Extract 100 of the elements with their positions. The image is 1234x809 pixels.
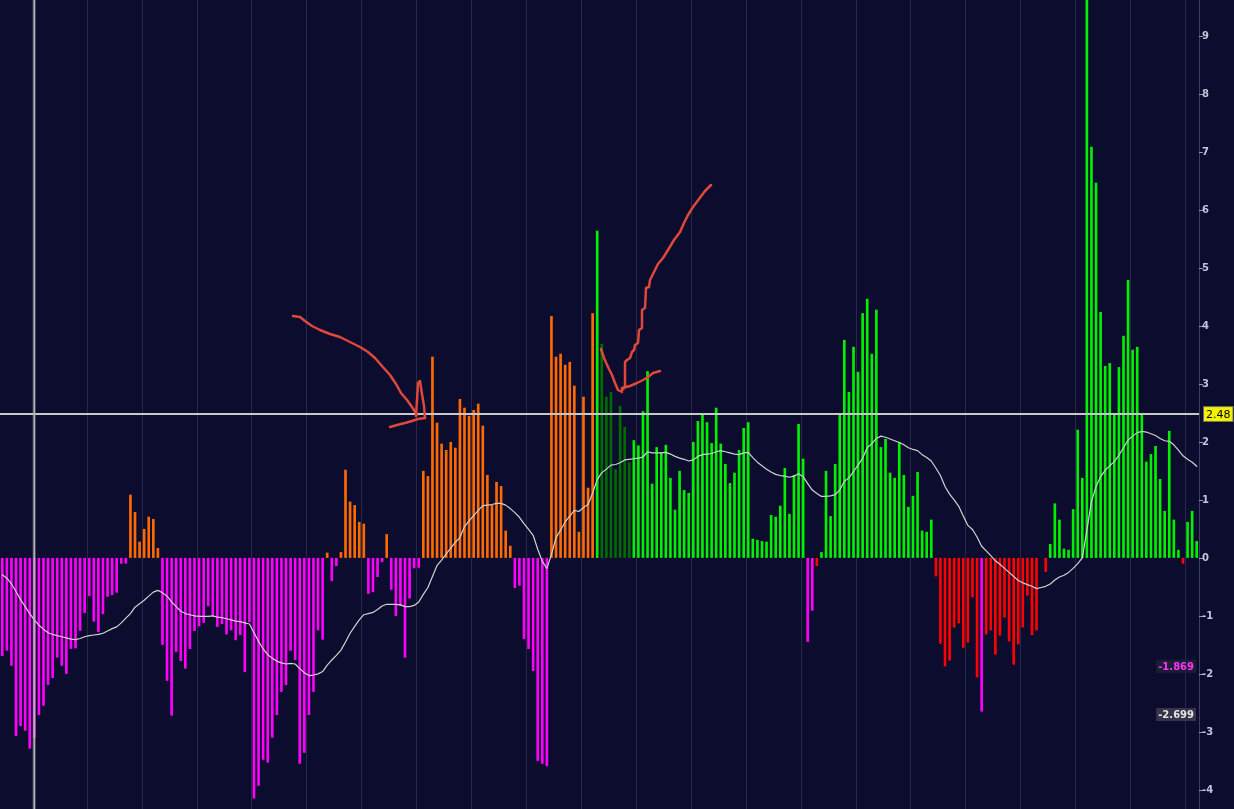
bar bbox=[257, 557, 260, 786]
bar bbox=[595, 230, 599, 558]
bar bbox=[861, 313, 864, 558]
bar bbox=[994, 557, 997, 655]
bar bbox=[948, 557, 951, 661]
bar bbox=[865, 298, 869, 558]
bar bbox=[788, 513, 791, 558]
bar bbox=[335, 557, 338, 567]
bar bbox=[1044, 557, 1048, 572]
bar bbox=[600, 343, 604, 558]
bar bbox=[42, 557, 45, 706]
y-tick-label: 0 bbox=[1202, 552, 1209, 564]
bar bbox=[691, 441, 695, 558]
bar bbox=[389, 557, 393, 590]
bar bbox=[486, 474, 489, 558]
bar bbox=[1186, 521, 1189, 558]
bar bbox=[248, 557, 251, 623]
bar bbox=[147, 516, 151, 558]
bar bbox=[312, 557, 315, 692]
bar bbox=[838, 414, 842, 558]
bar bbox=[431, 356, 434, 558]
bar bbox=[637, 445, 640, 558]
bar bbox=[971, 557, 974, 598]
bar bbox=[714, 407, 718, 558]
bar bbox=[710, 443, 713, 558]
bar bbox=[83, 557, 86, 613]
bar bbox=[984, 557, 988, 635]
bar bbox=[28, 557, 32, 749]
bar bbox=[540, 557, 544, 764]
bar bbox=[211, 557, 215, 616]
bar bbox=[1026, 557, 1029, 596]
bar bbox=[536, 557, 540, 761]
y-tick-label: -2 bbox=[1202, 668, 1214, 680]
bar bbox=[550, 316, 553, 558]
bar bbox=[655, 447, 659, 558]
bar bbox=[778, 505, 782, 558]
bar bbox=[449, 441, 453, 558]
bar bbox=[1131, 349, 1134, 558]
bar bbox=[627, 462, 631, 558]
bar bbox=[1103, 365, 1107, 558]
bar bbox=[184, 557, 187, 669]
bar bbox=[820, 552, 823, 558]
bar bbox=[765, 541, 768, 558]
bar bbox=[1090, 146, 1093, 558]
bar bbox=[591, 313, 594, 558]
bar bbox=[623, 426, 626, 558]
y-tick-label: 3 bbox=[1202, 378, 1209, 390]
bar bbox=[1154, 445, 1157, 558]
bar bbox=[216, 557, 219, 627]
bar bbox=[129, 494, 132, 558]
bar bbox=[170, 557, 173, 716]
bar bbox=[1163, 510, 1166, 558]
bar bbox=[266, 557, 270, 763]
bar bbox=[632, 440, 636, 558]
bar bbox=[559, 353, 562, 558]
bar bbox=[829, 516, 832, 558]
bar bbox=[321, 557, 324, 640]
bar bbox=[843, 339, 846, 558]
bar bbox=[504, 530, 508, 558]
y-tick-label: -1 bbox=[1202, 610, 1214, 622]
bar bbox=[65, 557, 68, 674]
bar bbox=[74, 557, 77, 649]
bar bbox=[344, 469, 347, 558]
bar bbox=[1067, 549, 1070, 558]
bar bbox=[980, 557, 983, 712]
bar bbox=[298, 557, 302, 764]
bar bbox=[476, 403, 480, 558]
bar bbox=[989, 557, 993, 631]
bar bbox=[51, 557, 54, 678]
y-tick-label: -4 bbox=[1202, 784, 1214, 796]
y-tick-label: 1 bbox=[1202, 494, 1209, 506]
bar bbox=[852, 346, 855, 558]
bar bbox=[440, 443, 443, 558]
bar bbox=[724, 463, 727, 558]
bar bbox=[1113, 414, 1116, 558]
line-series bbox=[1, 430, 1198, 677]
bar bbox=[669, 477, 672, 558]
bar bbox=[1012, 557, 1015, 665]
bar bbox=[1099, 312, 1102, 558]
bar bbox=[1003, 557, 1006, 618]
bar bbox=[60, 557, 64, 666]
bar bbox=[518, 557, 521, 586]
bar bbox=[893, 477, 896, 558]
bar bbox=[138, 541, 141, 558]
bar bbox=[925, 531, 929, 558]
bar bbox=[573, 385, 576, 558]
bar bbox=[289, 557, 292, 651]
bar bbox=[1195, 541, 1199, 558]
bar bbox=[408, 557, 411, 599]
bar bbox=[1035, 557, 1038, 631]
bar bbox=[362, 523, 366, 558]
bar bbox=[582, 396, 585, 558]
bar bbox=[1135, 346, 1139, 558]
bar bbox=[270, 557, 274, 738]
bar bbox=[325, 552, 329, 558]
bar bbox=[495, 481, 498, 558]
bar bbox=[939, 557, 942, 644]
bar bbox=[1076, 429, 1080, 558]
bar bbox=[733, 472, 736, 558]
bar bbox=[303, 557, 306, 753]
